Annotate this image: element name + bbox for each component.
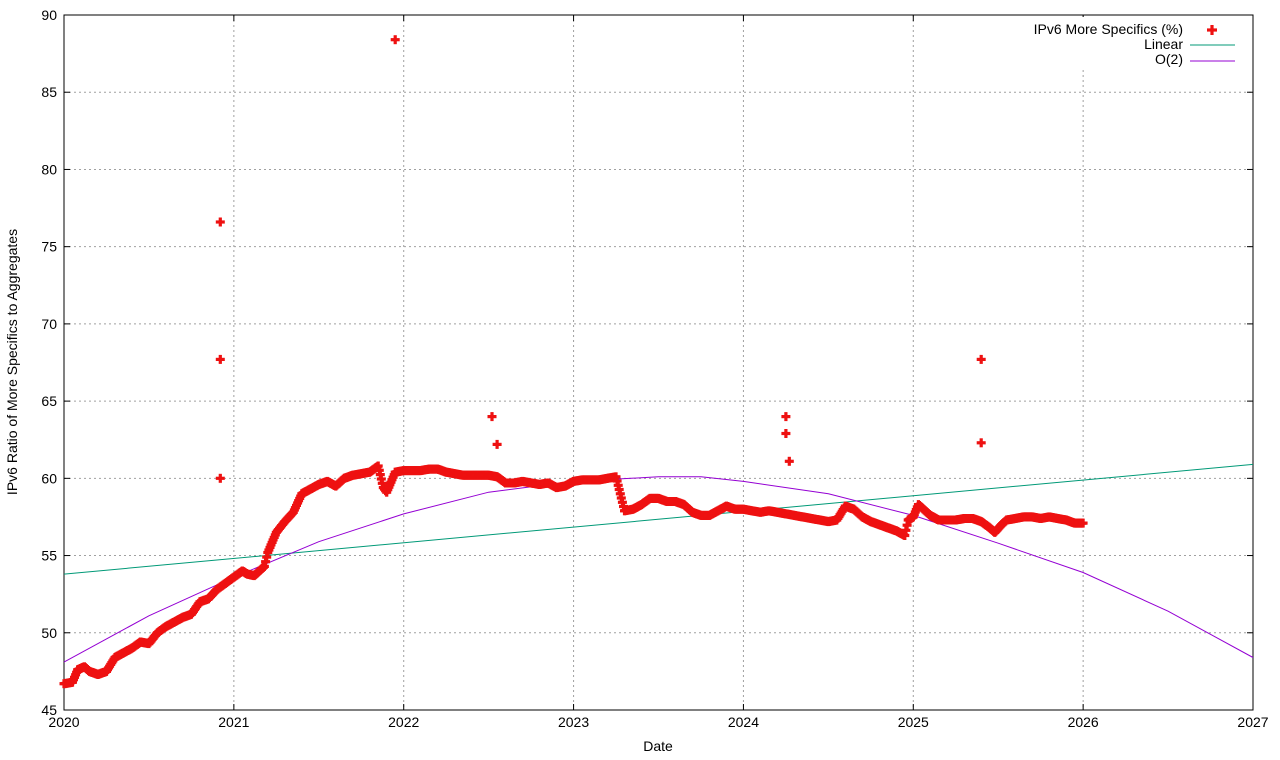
x-tick-label: 2020 [48, 714, 79, 730]
data-point [784, 456, 794, 466]
y-tick-label: 55 [41, 548, 57, 564]
y-tick-label: 50 [41, 625, 57, 641]
x-tick-label: 2025 [898, 714, 929, 730]
grid [64, 15, 1253, 710]
data-point [976, 438, 986, 448]
y-axis-label: IPv6 Ratio of More Specifics to Aggregat… [4, 229, 20, 495]
y-tick-label: 45 [41, 702, 57, 718]
y-tick-label: 75 [41, 239, 57, 255]
y-tick-label: 70 [41, 316, 57, 332]
x-tick-label: 2024 [728, 714, 759, 730]
legend: IPv6 More Specifics (%) Linear O(2) [1000, 17, 1250, 69]
x-tick-label: 2021 [218, 714, 249, 730]
axis-ticks [63, 14, 1254, 711]
legend-label-linear: Linear [1144, 36, 1183, 52]
plot-area-border [63, 14, 1254, 711]
y-tick-label: 85 [41, 84, 57, 100]
data-point [215, 217, 225, 227]
data-point [259, 561, 269, 571]
data-point [215, 473, 225, 483]
data-point [390, 35, 400, 45]
data-point [781, 412, 791, 422]
y-tick-label: 90 [41, 7, 57, 23]
x-tick-label: 2023 [558, 714, 589, 730]
linear-fit-line [63, 463, 1254, 575]
y-tick-label: 60 [41, 470, 57, 486]
data-point [487, 412, 497, 422]
quadratic-fit-line [63, 476, 1254, 663]
data-point [900, 531, 910, 540]
data-point [901, 525, 911, 535]
x-tick-label: 2026 [1068, 714, 1099, 730]
legend-label-points: IPv6 More Specifics (%) [1034, 21, 1183, 37]
data-point [261, 557, 271, 567]
y-tick-labels: 45 50 55 60 65 70 75 80 85 90 [41, 7, 57, 718]
y-tick-label: 80 [41, 161, 57, 177]
x-tick-label: 2027 [1237, 714, 1268, 730]
data-point [781, 429, 791, 438]
x-axis-label: Date [643, 738, 673, 754]
data-point [902, 520, 912, 530]
x-tick-labels: 2020 2021 2022 2023 2024 2025 2026 2027 [48, 714, 1268, 730]
data-point [262, 552, 272, 562]
legend-marker-points [1207, 25, 1217, 35]
data-point [492, 439, 502, 449]
y-tick-label: 65 [41, 393, 57, 409]
legend-mask [1000, 17, 1250, 69]
x-tick-label: 2022 [388, 714, 419, 730]
data-points [59, 35, 1088, 689]
data-point [215, 354, 225, 364]
data-point [1078, 518, 1088, 528]
fit-lines [63, 463, 1254, 663]
data-point [976, 354, 986, 364]
legend-label-quadratic: O(2) [1155, 51, 1183, 67]
